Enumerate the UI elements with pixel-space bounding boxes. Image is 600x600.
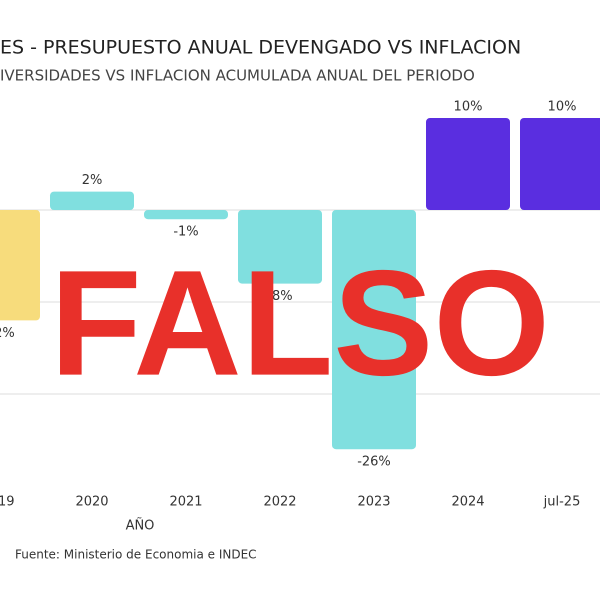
x-tick-label: 2021: [169, 495, 202, 510]
bar: [332, 210, 416, 450]
value-label: -26%: [357, 455, 391, 470]
bar: [520, 118, 600, 210]
x-axis-label: AÑO: [126, 518, 155, 534]
value-label: -12%: [0, 326, 15, 341]
value-label: -8%: [267, 289, 292, 304]
x-tick-label: jul-25: [543, 495, 581, 510]
x-tick-label: 2020: [75, 495, 108, 510]
x-tick-label: 2022: [263, 495, 296, 510]
x-tick-label: 2024: [451, 495, 484, 510]
bar: [238, 210, 322, 284]
chart-title: ES - PRESUPUESTO ANUAL DEVENGADO VS INFL…: [0, 37, 521, 59]
x-tick-label: 2023: [357, 495, 390, 510]
source-note: Fuente: Ministerio de Economia e INDEC: [15, 548, 257, 562]
bar: [426, 118, 510, 210]
value-label: 2%: [82, 173, 103, 188]
value-label: 10%: [548, 100, 577, 115]
x-tick-label: 2019: [0, 495, 15, 510]
chart-subtitle: IVERSIDADES VS INFLACION ACUMULADA ANUAL…: [0, 67, 475, 85]
bar: [144, 210, 228, 220]
value-label: -1%: [173, 225, 198, 240]
bar: [0, 210, 40, 321]
overlay-stamp: FALSO: [50, 239, 550, 407]
value-label: 10%: [454, 100, 483, 115]
bar: [50, 191, 134, 210]
